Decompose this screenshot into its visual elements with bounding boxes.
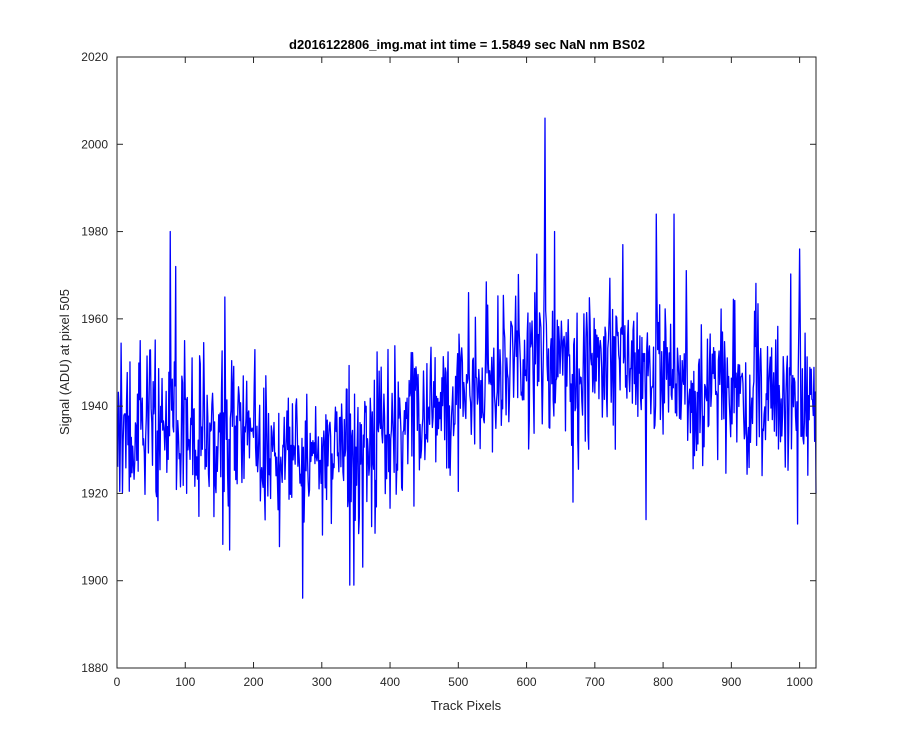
y-tick-label: 1940 [81, 399, 108, 413]
y-tick-label: 2020 [81, 50, 108, 64]
y-tick-label: 1880 [81, 661, 108, 675]
x-axis-label: Track Pixels [431, 698, 502, 713]
y-axis-label: Signal (ADU) at pixel 505 [57, 289, 72, 435]
x-tick-label: 1000 [786, 675, 813, 689]
x-tick-label: 800 [653, 675, 673, 689]
y-tick-label: 1920 [81, 486, 108, 500]
axes-box [116, 56, 817, 669]
x-tick-label: 700 [585, 675, 605, 689]
x-tick-label: 0 [114, 675, 121, 689]
y-tick-label: 1900 [81, 574, 108, 588]
x-tick-label: 300 [312, 675, 332, 689]
x-tick-label: 400 [380, 675, 400, 689]
x-axis: 0 100 200 300 400 500 600 700 800 900 1000 [114, 57, 813, 689]
y-tick-label: 1980 [81, 225, 108, 239]
x-tick-label: 100 [175, 675, 195, 689]
series-line-0 [117, 117, 817, 599]
x-tick-label: 600 [517, 675, 537, 689]
x-tick-label: 500 [448, 675, 468, 689]
x-tick-label: 900 [721, 675, 741, 689]
x-tick-label: 200 [244, 675, 264, 689]
y-axis: 1880 1900 1920 1940 1960 1980 2000 2020 [81, 50, 816, 675]
data-series-group [117, 117, 817, 599]
chart-title: d2016122806_img.mat int time = 1.5849 se… [289, 37, 645, 52]
y-tick-label: 2000 [81, 137, 108, 151]
y-tick-label: 1960 [81, 312, 108, 326]
